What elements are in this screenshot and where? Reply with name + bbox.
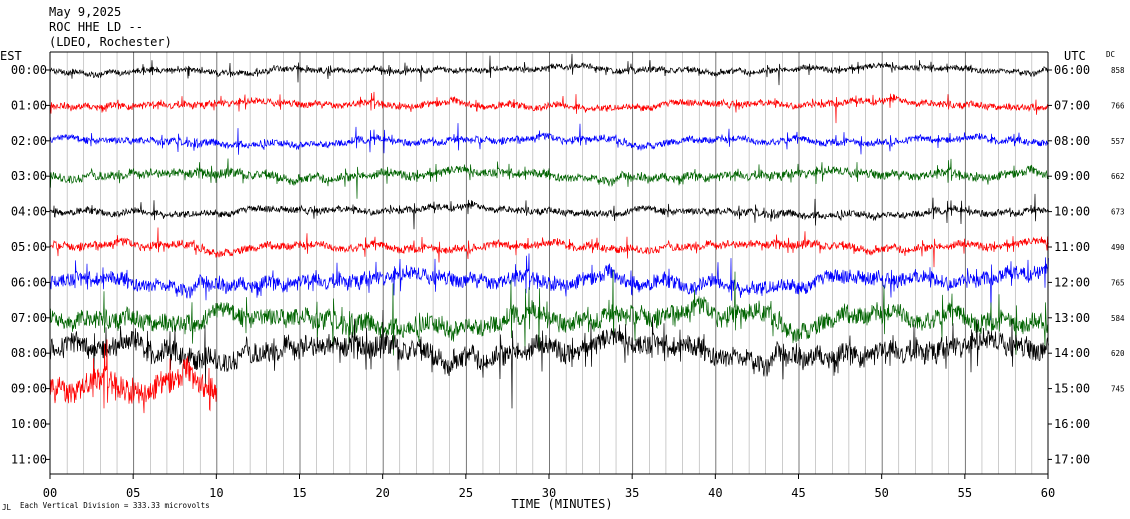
dc-value: 673 xyxy=(1111,208,1125,217)
header-network: (LDEO, Rochester) xyxy=(49,35,172,49)
utc-label: 08:00 xyxy=(1054,134,1090,148)
x-tick-label: 20 xyxy=(375,486,389,500)
trace-0200 xyxy=(49,123,1049,155)
dc-value: 584 xyxy=(1111,314,1125,323)
est-label: 01:00 xyxy=(11,98,47,112)
trace-layer xyxy=(49,53,1049,414)
trace-0400 xyxy=(49,193,1049,230)
dc-value: 858 xyxy=(1111,66,1125,75)
est-axis-title: EST xyxy=(0,49,22,63)
utc-label: 14:00 xyxy=(1054,346,1090,360)
trace-0900 xyxy=(49,339,217,414)
est-label: 11:00 xyxy=(11,452,47,466)
est-label: 02:00 xyxy=(11,134,47,148)
trace-0000 xyxy=(49,53,1049,86)
scale-note: Each Vertical Division = 333.33 microvol… xyxy=(20,501,210,510)
axis-labels: 00:00 06:00 858 01:00 07:00 766 02:00 08:00 557 0… xyxy=(0,49,1125,511)
x-tick-label: 15 xyxy=(292,486,306,500)
dc-value: 490 xyxy=(1111,243,1125,252)
est-label: 03:00 xyxy=(11,169,47,183)
utc-label: 10:00 xyxy=(1054,205,1090,219)
utc-label: 17:00 xyxy=(1054,452,1090,466)
utc-label: 09:00 xyxy=(1054,169,1090,183)
x-tick-label: 60 xyxy=(1041,486,1055,500)
dc-value: 557 xyxy=(1111,137,1125,146)
x-axis-title: TIME (MINUTES) xyxy=(511,497,612,511)
utc-axis-title: UTC xyxy=(1064,49,1086,63)
trace-0500 xyxy=(49,227,1049,268)
utc-label: 13:00 xyxy=(1054,311,1090,325)
dc-value: 620 xyxy=(1111,349,1125,358)
x-tick-label: 35 xyxy=(625,486,639,500)
utc-label: 15:00 xyxy=(1054,382,1090,396)
trace-0600 xyxy=(49,253,1049,321)
utc-label: 06:00 xyxy=(1054,63,1090,77)
est-label: 00:00 xyxy=(11,63,47,77)
x-tick-label: 45 xyxy=(791,486,805,500)
x-tick-label: 55 xyxy=(958,486,972,500)
est-label: 07:00 xyxy=(11,311,47,325)
est-label: 09:00 xyxy=(11,382,47,396)
plot-frame xyxy=(46,51,1052,479)
trace-0700 xyxy=(49,269,1049,356)
dc-value: 745 xyxy=(1111,385,1125,394)
dc-title: DC xyxy=(1106,50,1115,59)
utc-label: 07:00 xyxy=(1054,98,1090,112)
est-label: 05:00 xyxy=(11,240,47,254)
x-tick-label: 05 xyxy=(126,486,140,500)
header-station: ROC HHE LD -- xyxy=(49,20,143,34)
trace-0100 xyxy=(49,91,1049,124)
utc-label: 11:00 xyxy=(1054,240,1090,254)
est-label: 06:00 xyxy=(11,275,47,289)
trace-0800 xyxy=(49,309,1049,409)
est-label: 04:00 xyxy=(11,205,47,219)
corner-mark: JL xyxy=(2,503,12,512)
utc-label: 16:00 xyxy=(1054,417,1090,431)
x-tick-label: 25 xyxy=(459,486,473,500)
x-tick-label: 30 xyxy=(542,486,556,500)
dc-value: 766 xyxy=(1111,101,1125,110)
est-label: 08:00 xyxy=(11,346,47,360)
est-label: 10:00 xyxy=(11,417,47,431)
x-tick-label: 00 xyxy=(43,486,57,500)
header-date: May 9,2025 xyxy=(49,5,122,19)
grid xyxy=(66,52,1033,474)
x-tick-label: 40 xyxy=(708,486,722,500)
dc-value: 765 xyxy=(1111,278,1125,287)
x-tick-label: 50 xyxy=(874,486,888,500)
dc-value: 662 xyxy=(1111,172,1125,181)
utc-label: 12:00 xyxy=(1054,275,1090,289)
trace-0300 xyxy=(49,158,1049,199)
x-tick-label: 10 xyxy=(209,486,223,500)
